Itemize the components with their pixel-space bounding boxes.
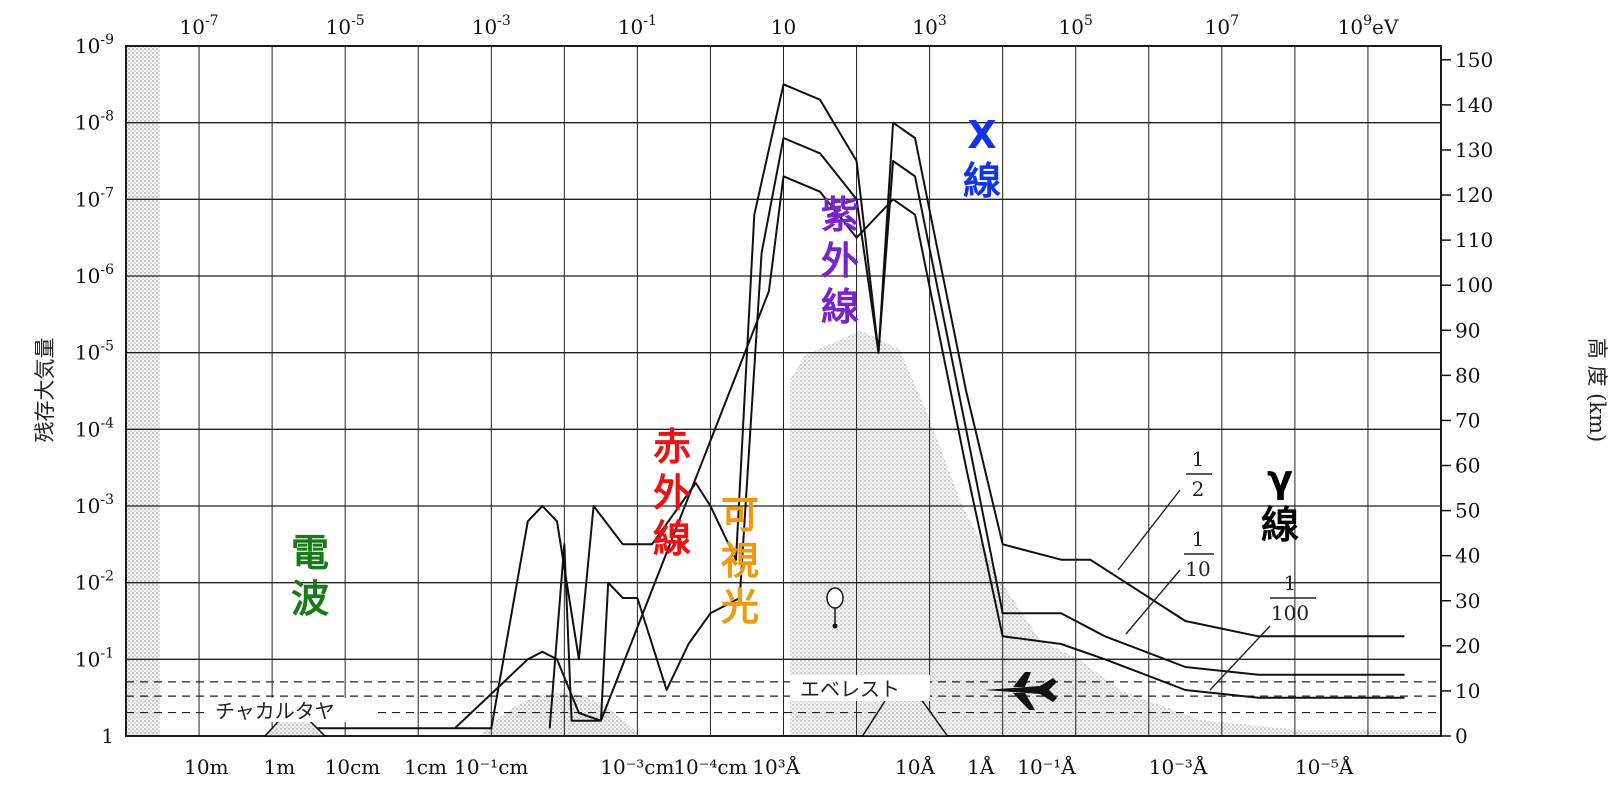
altitude-tick-label: 50 [1455,499,1480,523]
svg-text:2: 2 [1192,477,1205,501]
y-tick-label: 10-5 [75,339,114,365]
radio-window-shading [480,693,640,736]
svg-text:1: 1 [1192,447,1205,471]
altitude-tick-label: 140 [1455,93,1493,117]
altitude-tick-label: 100 [1455,273,1493,297]
wavelength-tick-label: 10³Å [752,754,800,779]
altitude-tick-label: 130 [1455,138,1493,162]
left-stipple-band [126,46,160,736]
wavelength-tick-label: 10Å [895,754,935,779]
y-axis-title: 残存大気量 [33,338,57,443]
fraction-tenth-label: 1 10 [1184,527,1214,581]
svg-text:1: 1 [1284,571,1297,595]
pointer-hundredth [1209,625,1271,691]
transmission-curve-1-2 [272,83,1405,730]
pointer-tenth [1125,569,1181,635]
altitude-tick-label: 0 [1455,724,1468,748]
energy-tick-label: 10-3 [472,13,511,39]
altitude-tick-label: 110 [1455,228,1493,252]
wavelength-tick-label: 10m [184,755,228,779]
y-tick-label: 10-9 [75,32,114,58]
wavelength-tick-label: 10⁻¹cm [454,755,528,779]
energy-tick-label: 107 [1205,13,1239,39]
region-label: 紫外線 [821,193,859,329]
chacaltaya-label: チャカルタヤ [215,699,335,723]
region-label: 可視光 [721,493,759,629]
wavelength-tick-label: 1cm [404,755,447,779]
energy-tick-label: 10-1 [618,13,657,39]
wavelength-tick-label: 1Å [967,754,995,779]
altitude-tick-label: 20 [1455,634,1480,658]
wavelength-tick-label: 10⁻³cm [600,755,674,779]
y-tick-label: 10-2 [75,569,114,595]
energy-tick-label: 10-5 [326,13,365,39]
transmission-curve-1-100 [454,175,1405,730]
svg-text:10: 10 [1185,557,1210,581]
energy-tick-label: 103 [912,13,946,39]
y-tick-label: 10-8 [75,109,114,135]
altitude-tick-label: 90 [1455,318,1480,342]
everest-label: エベレスト [800,677,900,701]
absorption-shading [790,330,1440,736]
fraction-hundredth-label: 1 100 [1270,571,1316,625]
altitude-tick-label: 60 [1455,454,1480,478]
wavelength-tick-label: 1m [264,755,296,779]
altitude-tick-label: 40 [1455,544,1480,568]
altitude-axis-title: 高 度 (km) [1585,338,1609,442]
altitude-tick-label: 150 [1455,48,1493,72]
pointer-half [1117,489,1181,571]
wavelength-tick-label: 10⁻¹Å [1017,754,1076,779]
svg-text:1: 1 [1192,527,1205,551]
wavelength-tick-label: 10⁻³Å [1149,754,1208,779]
wavelength-tick-label: 10⁻⁵Å [1295,754,1354,779]
balloon-icon [826,587,844,629]
y-tick-label: 10-3 [75,492,114,518]
wavelength-tick-label: 10⁻⁴cm [673,755,747,779]
y-tick-label: 10-6 [75,262,114,288]
energy-tick-label: 105 [1059,13,1093,39]
y-tick-label: 10-4 [75,415,114,441]
energy-tick-label: 109eV [1338,13,1399,39]
altitude-tick-label: 30 [1455,589,1480,613]
airplane-icon [985,672,1057,710]
energy-tick-label: 10-7 [180,13,219,39]
y-tick-label: 10-7 [75,185,114,211]
y-tick-label: 10-1 [75,645,114,671]
y-tick-label: 1 [101,724,114,748]
transmission-curve-1-10 [548,137,1405,729]
wavelength-tick-label: 10cm [325,755,381,779]
region-label: 赤外線 [653,425,691,561]
region-label: 電波 [291,531,329,621]
altitude-tick-label: 120 [1455,183,1493,207]
energy-tick-label: 10 [771,15,796,39]
fraction-half-label: 1 2 [1186,447,1212,501]
altitude-tick-label: 10 [1455,679,1480,703]
altitude-tick-label: 80 [1455,363,1480,387]
svg-text:100: 100 [1271,601,1309,625]
altitude-tick-label: 70 [1455,408,1480,432]
